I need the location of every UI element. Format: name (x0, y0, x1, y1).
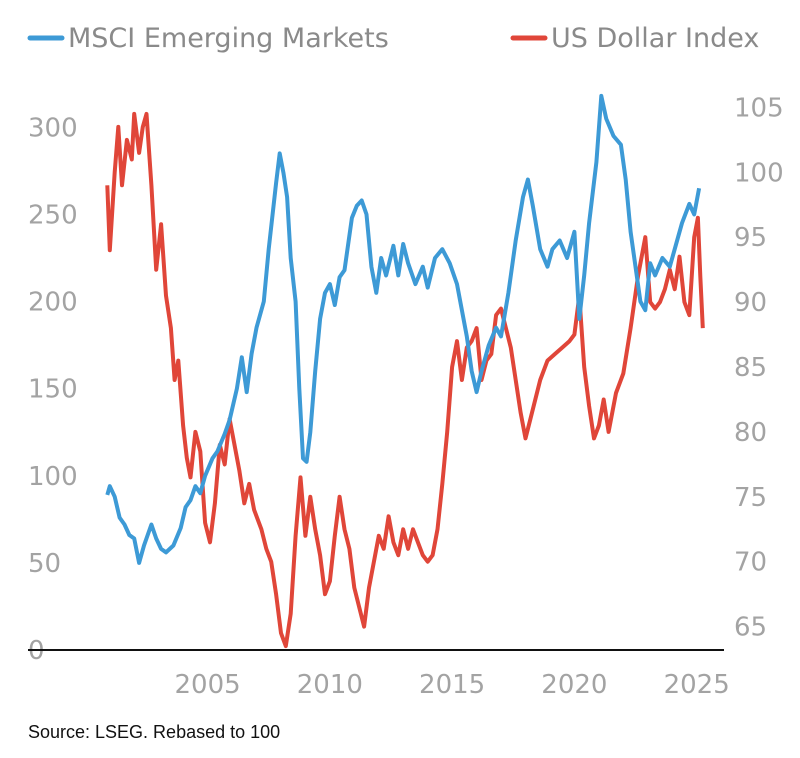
y-right-tick-label: 75 (734, 483, 767, 513)
y-left-tick-label: 50 (28, 549, 61, 579)
y-right-tick-label: 70 (734, 548, 767, 578)
x-tick-label: 2010 (297, 670, 363, 700)
legend-label-dollar: US Dollar Index (551, 23, 759, 54)
x-tick-label: 2015 (419, 670, 485, 700)
y-left-tick-label: 150 (28, 375, 78, 405)
y-right-tick-label: 90 (734, 288, 767, 318)
y-left-tick-label: 300 (28, 113, 78, 143)
x-axis-ticks: 2005 2010 2015 2020 2025 (175, 670, 730, 700)
y-right-tick-label: 105 (734, 93, 784, 123)
legend-entry-dollar: US Dollar Index (510, 23, 759, 54)
series-line-msci-emerging-markets (105, 93, 702, 565)
legend-label-msci: MSCI Emerging Markets (68, 23, 389, 54)
y-right-tick-label: 80 (734, 418, 767, 448)
x-tick-label: 2020 (541, 670, 607, 700)
x-tick-label: 2025 (664, 670, 730, 700)
source-note: Source: LSEG. Rebased to 100 (28, 722, 281, 742)
y-right-tick-label: 65 (734, 613, 767, 643)
y-left-tick-label: 200 (28, 288, 78, 318)
x-tick-label: 2005 (175, 670, 241, 700)
legend-entry-msci: MSCI Emerging Markets (27, 23, 389, 54)
y-right-tick-label: 95 (734, 223, 767, 253)
series-line-us-dollar-index (105, 111, 705, 649)
y-right-tick-label: 100 (734, 158, 784, 188)
y-left-tick-label: 100 (28, 462, 78, 492)
legend: MSCI Emerging Markets US Dollar Index (27, 23, 759, 54)
y-axis-right-ticks: 65 70 75 80 85 90 95 100 105 (734, 93, 784, 642)
y-left-tick-label: 250 (28, 200, 78, 230)
y-right-tick-label: 85 (734, 353, 767, 383)
